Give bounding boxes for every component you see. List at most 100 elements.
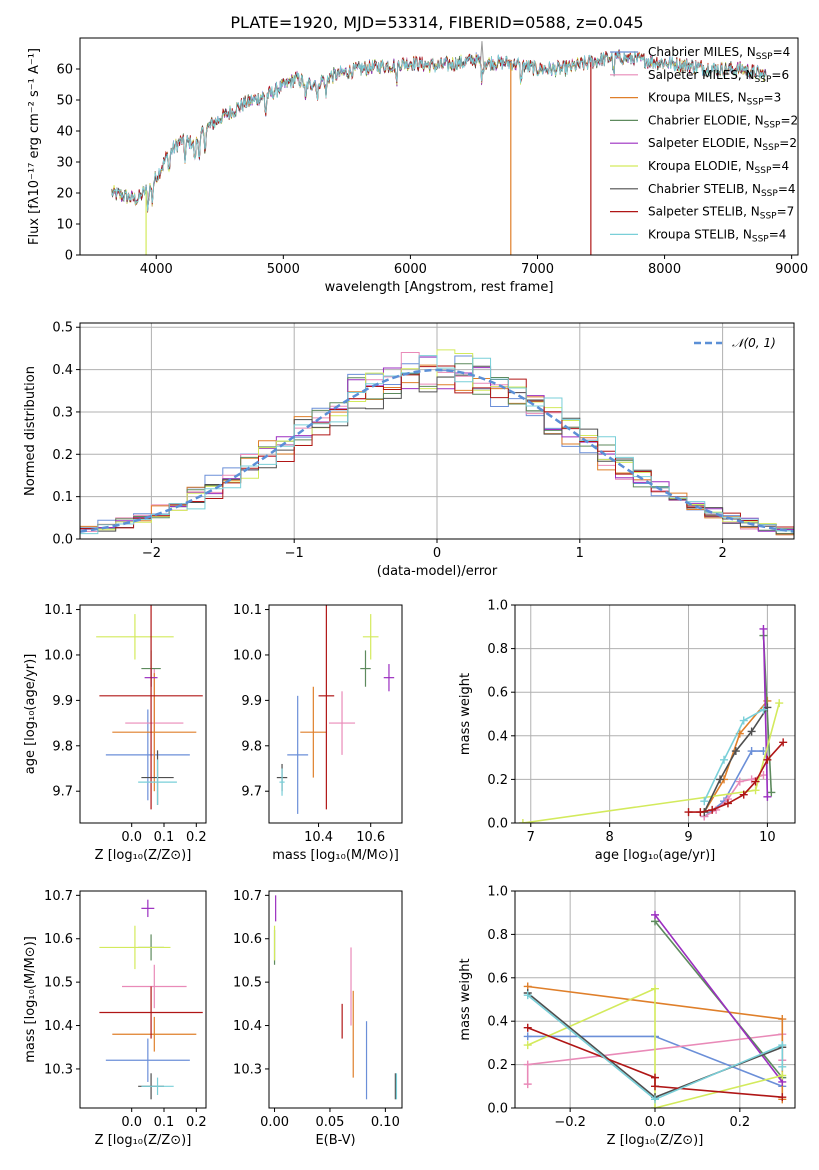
y-tick-label: 10.4 (233, 1019, 262, 1034)
plot-area (111, 41, 767, 255)
x-tick-label: 5000 (267, 262, 300, 277)
y-tick-label: 10.6 (233, 932, 262, 947)
chart-age_vs_Z: 0.0 0.1 0.2 9.7 9.8 9.9 10.0 10.1 Z [log₁₀(Z/Z⊙)… (23, 603, 207, 863)
series-point (523, 1060, 532, 1069)
x-tick-label: 2 (718, 546, 726, 561)
errorbar-kroupa-elodie (362, 614, 379, 660)
errorbar-salpeter-elodie (141, 899, 155, 918)
x-tick-label: 0.0 (121, 1115, 142, 1130)
y-tick-label: 0.3 (52, 405, 73, 420)
errorbar-salpeter-stelib (99, 605, 203, 810)
y-axis-label: Normed distribution (23, 366, 38, 496)
series-point (739, 790, 748, 799)
legend-entry-kroupa-miles: Kroupa MILES, NSSP=3 (648, 91, 781, 108)
y-axis-label: mass weight (458, 673, 473, 755)
legend-entry-salpeter-elodie: Salpeter ELODIE, NSSP=2 (648, 136, 797, 153)
x-tick-label: 7000 (521, 262, 554, 277)
normal-curve (80, 368, 794, 533)
x-tick-label: 10.6 (356, 830, 385, 845)
y-tick-label: 50 (56, 94, 73, 109)
series-point (684, 808, 693, 817)
y-tick-label: 40 (56, 125, 73, 140)
x-tick-label: −0.2 (554, 1115, 586, 1130)
y-tick-label: 10 (56, 218, 73, 233)
errorbar-kroupa-miles (112, 673, 197, 792)
plot-frame (79, 37, 799, 256)
x-tick-label: 0.0 (645, 1115, 666, 1130)
plot-frame (79, 604, 207, 824)
legend-entry-kroupa-stelib: Kroupa STELIB, NSSP=4 (648, 227, 786, 244)
series-point (751, 777, 760, 786)
series-line (527, 1026, 783, 1098)
x-tick-label: 8000 (648, 262, 681, 277)
series-point (700, 797, 709, 806)
y-tick-label: 10.7 (233, 889, 262, 904)
legend-entry-normal: 𝒩(0, 1) (732, 336, 776, 350)
x-axis-label: age [log₁₀(age/yr)] (595, 848, 716, 863)
errorbar-kroupa-stelib (141, 1077, 174, 1095)
x-tick-label: −2 (142, 546, 161, 561)
y-tick-label: 10.1 (44, 603, 73, 618)
x-axis-label: Z [log₁₀(Z/Z⊙)] (95, 848, 192, 863)
y-tick-label: 0.8 (487, 928, 508, 943)
errorbar-salpeter-miles (328, 691, 356, 755)
series-point (747, 747, 756, 756)
x-tick-label: 10 (759, 830, 776, 845)
y-tick-label: 0.4 (487, 1015, 508, 1030)
x-axis-label: Z [log₁₀(Z/Z⊙)] (95, 1133, 192, 1148)
x-tick-label: 0.1 (154, 1115, 175, 1130)
series-point (778, 1041, 787, 1050)
x-tick-label: 6000 (394, 262, 427, 277)
y-tick-label: 10.0 (233, 648, 262, 663)
emission-line (479, 41, 485, 66)
plot-frame (514, 604, 796, 824)
series-point (778, 1071, 787, 1080)
series-salpeter-elodie (759, 624, 772, 801)
x-tick-label: 0.05 (315, 1115, 344, 1130)
errorbar-kroupa-stelib (279, 768, 285, 796)
series-point (651, 1095, 659, 1104)
plot-area (96, 605, 203, 810)
y-tick-label: 10.3 (233, 1062, 262, 1077)
x-tick-label: 9 (684, 830, 692, 845)
y-tick-label: 0.1 (52, 490, 73, 505)
y-tick-label: 0.6 (487, 971, 508, 986)
series-point (747, 727, 756, 736)
y-tick-label: 9.7 (241, 785, 262, 800)
series-line (654, 914, 783, 1083)
series-point (735, 777, 744, 786)
plot-frame (79, 890, 207, 1109)
plot-frame (514, 890, 796, 1109)
series-point (751, 786, 760, 795)
x-axis-label: E(B-V) (315, 1133, 355, 1148)
series-point (778, 1015, 787, 1024)
x-tick-label: 1 (576, 546, 584, 561)
series-line (703, 774, 764, 818)
errorbar-kroupa-elodie (99, 925, 171, 970)
series-point (731, 747, 740, 756)
series-point (523, 1041, 532, 1050)
series-point (523, 1023, 532, 1032)
y-tick-label: 0.0 (487, 1102, 508, 1117)
chart-age_vs_mass: 10.4 10.6 9.7 9.8 9.9 10.0 10.1 mass [log₁₀(M/M… (233, 603, 403, 863)
errorbar-salpeter-stelib (318, 605, 335, 810)
y-tick-label: 9.9 (241, 694, 262, 709)
series-salpeter-stelib (523, 1023, 787, 1102)
y-tick-label: 0.0 (487, 817, 508, 832)
series-point (778, 1062, 787, 1071)
series-point (523, 1080, 532, 1089)
series-line (703, 708, 764, 802)
x-tick-label: 7 (527, 830, 535, 845)
legend-entry-salpeter-stelib: Salpeter STELIB, NSSP=7 (648, 205, 794, 222)
series-point (651, 1104, 659, 1108)
y-tick-label: 0.4 (52, 363, 73, 378)
y-tick-label: 10.3 (44, 1062, 73, 1077)
chart-spectrum: 4000 5000 6000 7000 8000 9000 0 10 20 30 40 50 60 wav… (27, 37, 808, 295)
x-tick-label: 0.2 (730, 1115, 751, 1130)
x-axis-label: wavelength [Angstrom, rest frame] (325, 280, 554, 295)
legend-entry-chabrier-stelib: Chabrier STELIB, NSSP=4 (648, 182, 796, 199)
legend-entry-kroupa-elodie: Kroupa ELODIE, NSSP=4 (648, 159, 789, 176)
x-tick-label: 0.2 (186, 830, 207, 845)
errorbar-chabrier-elodie (360, 650, 371, 687)
